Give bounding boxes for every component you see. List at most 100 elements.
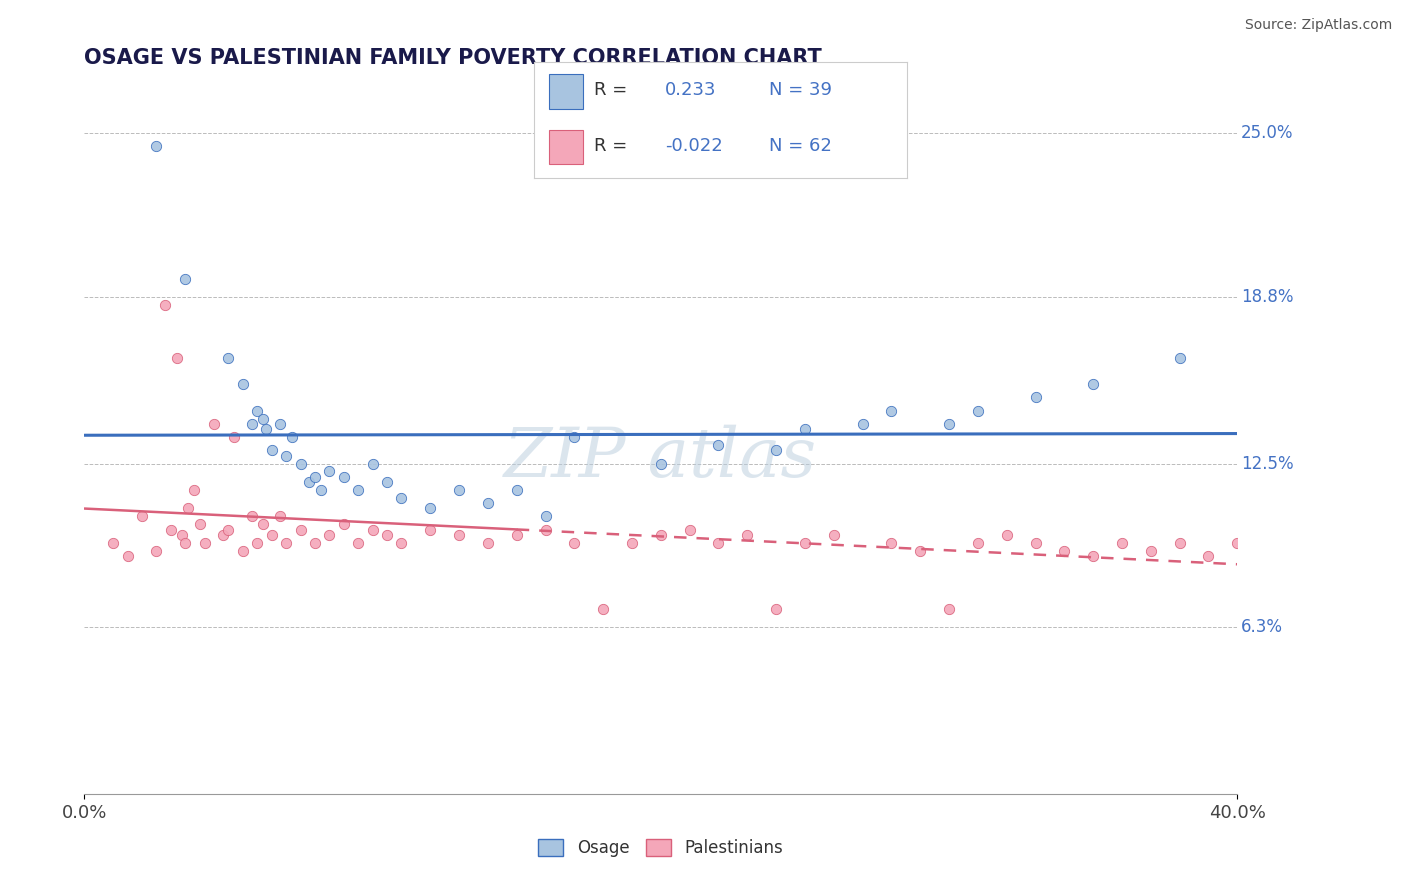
Point — [145, 139, 167, 153]
Point — [103, 536, 124, 550]
Text: OSAGE VS PALESTINIAN FAMILY POVERTY CORRELATION CHART: OSAGE VS PALESTINIAN FAMILY POVERTY CORR… — [84, 47, 823, 68]
Point — [174, 536, 197, 550]
Text: N = 39: N = 39 — [769, 81, 832, 99]
Point — [1083, 377, 1105, 392]
Point — [194, 536, 217, 550]
Text: Source: ZipAtlas.com: Source: ZipAtlas.com — [1244, 18, 1392, 32]
Point — [621, 536, 644, 550]
Point — [852, 417, 875, 431]
Point — [309, 483, 332, 497]
Point — [967, 536, 990, 550]
Point — [765, 602, 787, 616]
Point — [765, 443, 787, 458]
Point — [449, 528, 471, 542]
Point — [298, 475, 321, 489]
Point — [240, 417, 263, 431]
Point — [276, 536, 298, 550]
Bar — [550, 74, 582, 109]
Point — [1083, 549, 1105, 563]
Point — [391, 491, 413, 505]
Point — [794, 422, 817, 436]
Point — [290, 457, 312, 471]
Point — [477, 536, 499, 550]
Point — [260, 443, 283, 458]
Point — [218, 351, 240, 365]
Point — [333, 517, 356, 532]
Bar — [550, 129, 582, 164]
Point — [252, 411, 274, 425]
Point — [145, 543, 167, 558]
Point — [333, 469, 356, 483]
Point — [276, 449, 298, 463]
Point — [880, 403, 903, 417]
Point — [938, 602, 960, 616]
Point — [1226, 536, 1249, 550]
Point — [1140, 543, 1163, 558]
Point — [707, 536, 730, 550]
Point — [183, 483, 205, 497]
Point — [269, 509, 291, 524]
Point — [564, 430, 586, 444]
Point — [1053, 543, 1076, 558]
Text: 0.233: 0.233 — [665, 81, 716, 99]
Point — [246, 536, 269, 550]
Point — [153, 298, 176, 312]
Point — [1111, 536, 1133, 550]
Point — [794, 536, 817, 550]
Point — [938, 417, 960, 431]
Point — [1025, 536, 1047, 550]
Text: 12.5%: 12.5% — [1240, 455, 1294, 473]
Point — [218, 523, 240, 537]
Text: 18.8%: 18.8% — [1240, 288, 1294, 306]
Point — [880, 536, 903, 550]
Point — [232, 377, 254, 392]
Legend: Osage, Palestinians: Osage, Palestinians — [531, 832, 790, 864]
Point — [347, 483, 370, 497]
Point — [592, 602, 614, 616]
Point — [707, 438, 730, 452]
Text: R =: R = — [593, 81, 633, 99]
Point — [679, 523, 702, 537]
Point — [160, 523, 183, 537]
Point — [211, 528, 233, 542]
Point — [534, 523, 557, 537]
Point — [737, 528, 759, 542]
Point — [269, 417, 291, 431]
Point — [650, 457, 672, 471]
Point — [260, 528, 283, 542]
Point — [304, 469, 326, 483]
Point — [172, 528, 194, 542]
Point — [1256, 543, 1278, 558]
Point — [240, 509, 263, 524]
Point — [252, 517, 274, 532]
Text: -0.022: -0.022 — [665, 137, 723, 155]
Point — [174, 271, 197, 285]
Point — [449, 483, 471, 497]
Text: N = 62: N = 62 — [769, 137, 832, 155]
Point — [246, 403, 269, 417]
Point — [506, 528, 529, 542]
Point — [177, 501, 200, 516]
Point — [391, 536, 413, 550]
Point — [823, 528, 845, 542]
Point — [375, 475, 398, 489]
Point — [188, 517, 211, 532]
Point — [281, 430, 304, 444]
Point — [1284, 549, 1306, 563]
Point — [564, 536, 586, 550]
Point — [1168, 536, 1191, 550]
Point — [419, 501, 441, 516]
Point — [477, 496, 499, 510]
Point — [995, 528, 1018, 542]
Text: ZIP atlas: ZIP atlas — [505, 425, 817, 491]
Point — [131, 509, 153, 524]
Point — [290, 523, 312, 537]
Point — [910, 543, 932, 558]
Point — [254, 422, 277, 436]
Point — [1168, 351, 1191, 365]
Point — [967, 403, 990, 417]
Point — [318, 528, 340, 542]
Point — [224, 430, 246, 444]
Point — [361, 457, 384, 471]
Text: 6.3%: 6.3% — [1240, 618, 1282, 636]
